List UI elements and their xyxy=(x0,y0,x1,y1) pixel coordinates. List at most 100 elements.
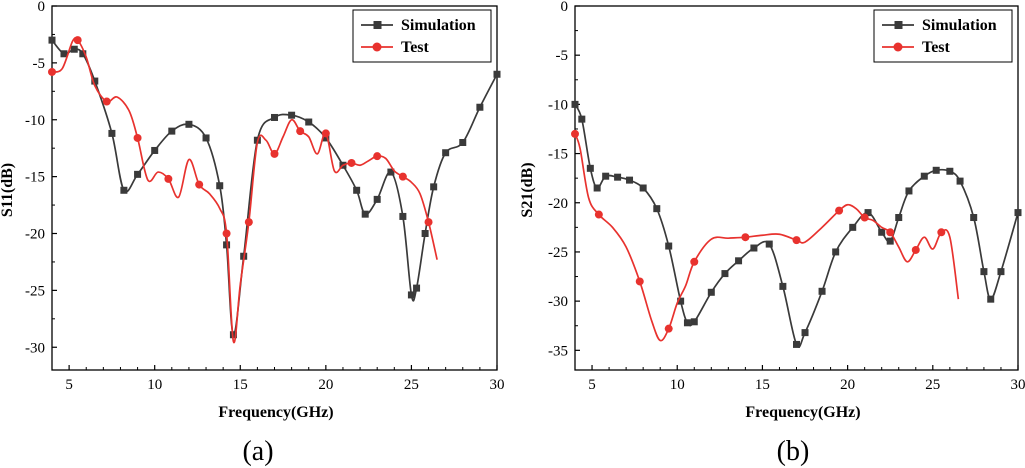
panel-a-series-simulation-point xyxy=(70,45,78,53)
panel-b-series-test-point xyxy=(741,233,750,242)
panel-a-series-test-point xyxy=(73,36,82,45)
panel-b-series-simulation-point xyxy=(980,268,988,276)
panel-b-ytick-label: -15 xyxy=(548,147,568,163)
panel-b-series-test-point xyxy=(835,206,844,215)
panel-b-series-simulation-point xyxy=(878,228,886,236)
panel-b-series-test-point xyxy=(664,324,673,333)
panel-b-series-simulation-point xyxy=(956,177,964,185)
panel-a-series-simulation-point xyxy=(151,146,159,154)
panel-a-ylabel: S11(dB) xyxy=(0,163,16,217)
panel-a-series-simulation-point xyxy=(413,284,421,292)
panel-b-legend-box xyxy=(873,9,1013,63)
panel-b-series-simulation-point xyxy=(765,240,773,248)
panel-a-ytick-label: 0 xyxy=(38,0,46,15)
panel-b-series-simulation-point xyxy=(864,209,872,217)
panel-a-series-simulation-point xyxy=(399,212,407,220)
panel-a-series-simulation-point xyxy=(229,331,237,339)
panel-b-series-simulation-point xyxy=(886,237,894,245)
panel-b-xtick-label: 20 xyxy=(840,377,855,393)
panel-b-series-simulation-point xyxy=(735,257,743,265)
panel-a-series-test-line xyxy=(51,37,438,344)
panel-a-series-simulation-point xyxy=(271,113,278,121)
panel-b-series-test-point xyxy=(635,277,644,286)
panel-a-series-test-point xyxy=(270,149,279,158)
panel-a-series-test-point xyxy=(244,218,253,227)
panel-a-series-simulation-point xyxy=(223,241,231,249)
panel-b-series-simulation-point xyxy=(586,164,594,172)
panel-a-series-simulation-point xyxy=(361,210,369,218)
panel-b-ytick-label: -20 xyxy=(548,196,568,212)
panel-b-series-simulation-point xyxy=(683,319,691,327)
panel-a-xtick-label: 20 xyxy=(318,377,333,393)
panel-b-series-test-point xyxy=(937,228,946,237)
panel-b-series-simulation-point xyxy=(832,248,840,256)
panel-b-series-simulation-point xyxy=(997,268,1005,276)
panel-a-legend-test-label: Test xyxy=(401,39,430,56)
panel-b-series-simulation-point xyxy=(987,295,995,303)
panel-a-series-simulation-point xyxy=(459,139,467,146)
panel-b-series-simulation-point xyxy=(721,270,729,278)
panel-a-series-simulation-point xyxy=(168,127,176,135)
panel-b-series-simulation-point xyxy=(614,173,622,181)
panel-b-series-simulation-point xyxy=(779,282,787,290)
panel-a-series-simulation-line xyxy=(51,39,498,336)
panel-b-xtick-label: 10 xyxy=(670,377,685,393)
chart-panel-b: (b) Frequency(GHz) S21(dB) 5 10 15 20 25 30 0 -… xyxy=(519,0,1025,467)
panel-a-series-test-point xyxy=(373,152,382,161)
panel-b-series-test-point xyxy=(594,210,603,219)
panel-a-ytick-label: -5 xyxy=(33,56,46,72)
panel-b-series-test-point xyxy=(690,257,699,266)
panel-b-ytick-label: -10 xyxy=(548,97,568,113)
panel-a-ytick-label: -25 xyxy=(25,283,45,299)
panel-b-series-test-point xyxy=(886,228,895,237)
panel-a-legend-simulation-label: Simulation xyxy=(401,17,476,34)
panel-b-series-test-point xyxy=(571,129,579,138)
panel-a-xtick-label: 10 xyxy=(147,377,162,393)
panel-a-xtick-label: 5 xyxy=(65,377,73,393)
panel-b-series-test-line xyxy=(574,133,960,342)
panel-a-series-simulation-point xyxy=(322,134,330,142)
panel-a-series-simulation-point xyxy=(48,36,56,44)
panel-b-xlabel: Frequency(GHz) xyxy=(745,404,860,421)
panel-a-series-simulation-point xyxy=(216,182,224,190)
panel-a-series-simulation-point xyxy=(373,195,381,203)
panel-a-ytick-label: -20 xyxy=(25,227,45,243)
panel-b-legend-simulation-marker xyxy=(894,21,903,29)
panel-b-series-simulation-point xyxy=(920,172,928,180)
panel-b-series-test-point xyxy=(792,236,801,245)
panel-a-series-simulation-point xyxy=(185,120,193,128)
panel-a-xtick-label: 25 xyxy=(404,377,419,393)
panel-a-xlabel: Frequency(GHz) xyxy=(218,404,333,421)
panel-a-series-test-point xyxy=(321,129,330,138)
panel-b-ytick-label: -5 xyxy=(556,48,569,64)
panel-b-series-simulation-point xyxy=(849,223,857,231)
panel-a-series-simulation-point xyxy=(493,70,501,78)
panel-b-series-simulation-point xyxy=(593,184,601,192)
panel-a-series-simulation-point xyxy=(305,118,313,126)
panel-a-series-simulation-point xyxy=(407,291,415,299)
panel-a-series-test-point xyxy=(296,127,305,136)
panel-b-series-simulation-point xyxy=(639,184,647,192)
panel-a-legend-simulation-marker xyxy=(373,21,382,29)
panel-a-series-simulation-point xyxy=(79,50,87,58)
panel-a-series-simulation-point xyxy=(353,186,361,194)
panel-a-series-test-point xyxy=(164,174,173,183)
panel-a-legend-box xyxy=(352,9,492,63)
panel-b-legend-simulation-label: Simulation xyxy=(922,17,997,34)
panel-b-series-simulation-point xyxy=(946,167,954,175)
panel-a-series-test-point xyxy=(48,67,56,76)
panel-b-series-simulation-point xyxy=(690,318,698,326)
panel-a-series-test-point xyxy=(347,158,356,167)
panel-a-series-test-point xyxy=(398,172,407,181)
panel-a-series-simulation-point xyxy=(91,77,99,85)
panel-a-series-simulation-point xyxy=(387,168,395,176)
panel-a-series-test-point xyxy=(102,97,111,106)
panel-b-series-simulation-point xyxy=(653,205,661,213)
panel-a-series-simulation-point xyxy=(108,129,116,137)
panel-a-series-simulation-point xyxy=(60,50,68,58)
panel-b-series-simulation-point xyxy=(626,176,634,184)
panel-a-series-test-point xyxy=(222,229,231,238)
panel-b-series-simulation-point xyxy=(793,340,800,348)
panel-a-series-simulation-point xyxy=(288,111,296,119)
